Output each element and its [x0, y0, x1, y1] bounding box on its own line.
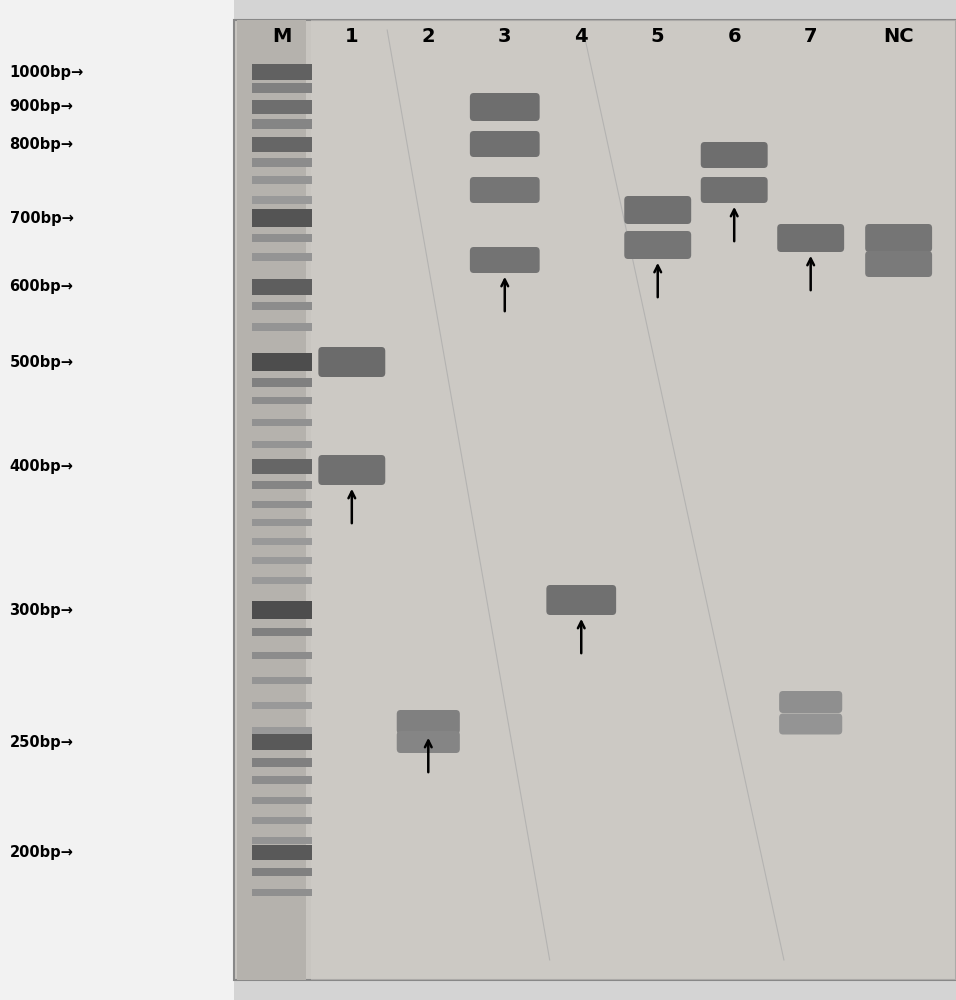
Bar — [251, 556, 313, 564]
Bar — [251, 538, 313, 544]
Bar — [251, 796, 313, 804]
Bar — [251, 209, 313, 227]
Bar — [251, 734, 313, 750]
Bar — [251, 702, 313, 708]
Bar — [251, 83, 313, 93]
FancyBboxPatch shape — [624, 196, 691, 224]
FancyBboxPatch shape — [470, 177, 539, 203]
Bar — [251, 628, 313, 636]
Text: 3: 3 — [498, 27, 511, 46]
FancyBboxPatch shape — [318, 347, 385, 377]
FancyBboxPatch shape — [470, 93, 539, 121]
FancyBboxPatch shape — [865, 224, 932, 252]
FancyBboxPatch shape — [701, 177, 768, 203]
Bar — [251, 816, 313, 824]
Text: 7: 7 — [804, 27, 817, 46]
Bar — [251, 234, 313, 242]
FancyBboxPatch shape — [547, 585, 616, 615]
FancyBboxPatch shape — [397, 710, 460, 734]
Text: 1: 1 — [345, 27, 358, 46]
Bar — [251, 726, 313, 734]
Text: 700bp→: 700bp→ — [10, 211, 74, 226]
Text: 250bp→: 250bp→ — [10, 734, 74, 750]
Bar — [251, 652, 313, 659]
Bar — [251, 323, 313, 331]
Bar — [237, 20, 306, 980]
Bar — [311, 20, 956, 980]
Bar — [251, 888, 313, 896]
Bar — [251, 64, 313, 80]
FancyBboxPatch shape — [865, 251, 932, 277]
Bar — [251, 302, 313, 310]
Bar — [251, 576, 313, 584]
FancyBboxPatch shape — [397, 731, 460, 753]
Bar — [251, 418, 313, 426]
Bar — [251, 836, 313, 844]
Bar — [251, 377, 313, 386]
Bar — [251, 279, 313, 295]
Text: 6: 6 — [728, 27, 741, 46]
Bar — [251, 441, 313, 448]
Text: 200bp→: 200bp→ — [10, 844, 74, 859]
Text: 900bp→: 900bp→ — [10, 100, 74, 114]
Bar — [251, 176, 313, 184]
Text: 5: 5 — [651, 27, 664, 46]
Bar — [251, 844, 313, 859]
FancyBboxPatch shape — [701, 142, 768, 168]
FancyBboxPatch shape — [470, 131, 539, 157]
Bar — [251, 518, 313, 526]
Text: NC: NC — [883, 27, 914, 46]
Text: 600bp→: 600bp→ — [10, 279, 74, 294]
Bar — [251, 196, 313, 204]
Bar — [234, 20, 956, 980]
Bar — [251, 157, 313, 166]
Bar — [251, 500, 313, 508]
Text: 500bp→: 500bp→ — [10, 355, 74, 369]
Text: 4: 4 — [575, 27, 588, 46]
Bar — [251, 396, 313, 403]
Bar — [251, 136, 313, 151]
Text: 2: 2 — [422, 27, 435, 46]
FancyBboxPatch shape — [779, 713, 842, 734]
Bar — [251, 758, 313, 766]
Bar — [251, 481, 313, 489]
FancyBboxPatch shape — [624, 231, 691, 259]
Bar — [251, 776, 313, 784]
Text: M: M — [272, 27, 292, 46]
FancyBboxPatch shape — [779, 691, 842, 713]
Bar — [251, 253, 313, 261]
Bar — [251, 353, 313, 371]
FancyBboxPatch shape — [470, 247, 539, 273]
Text: 400bp→: 400bp→ — [10, 460, 74, 475]
Text: 1000bp→: 1000bp→ — [10, 64, 84, 80]
FancyBboxPatch shape — [777, 224, 844, 252]
Bar — [251, 601, 313, 619]
Text: 300bp→: 300bp→ — [10, 602, 74, 617]
Bar — [251, 100, 313, 114]
Bar — [251, 868, 313, 876]
FancyBboxPatch shape — [318, 455, 385, 485]
Bar — [0, 0, 234, 1000]
Text: 800bp→: 800bp→ — [10, 136, 74, 151]
Bar — [251, 459, 313, 474]
Bar — [251, 676, 313, 684]
Bar — [251, 119, 313, 129]
